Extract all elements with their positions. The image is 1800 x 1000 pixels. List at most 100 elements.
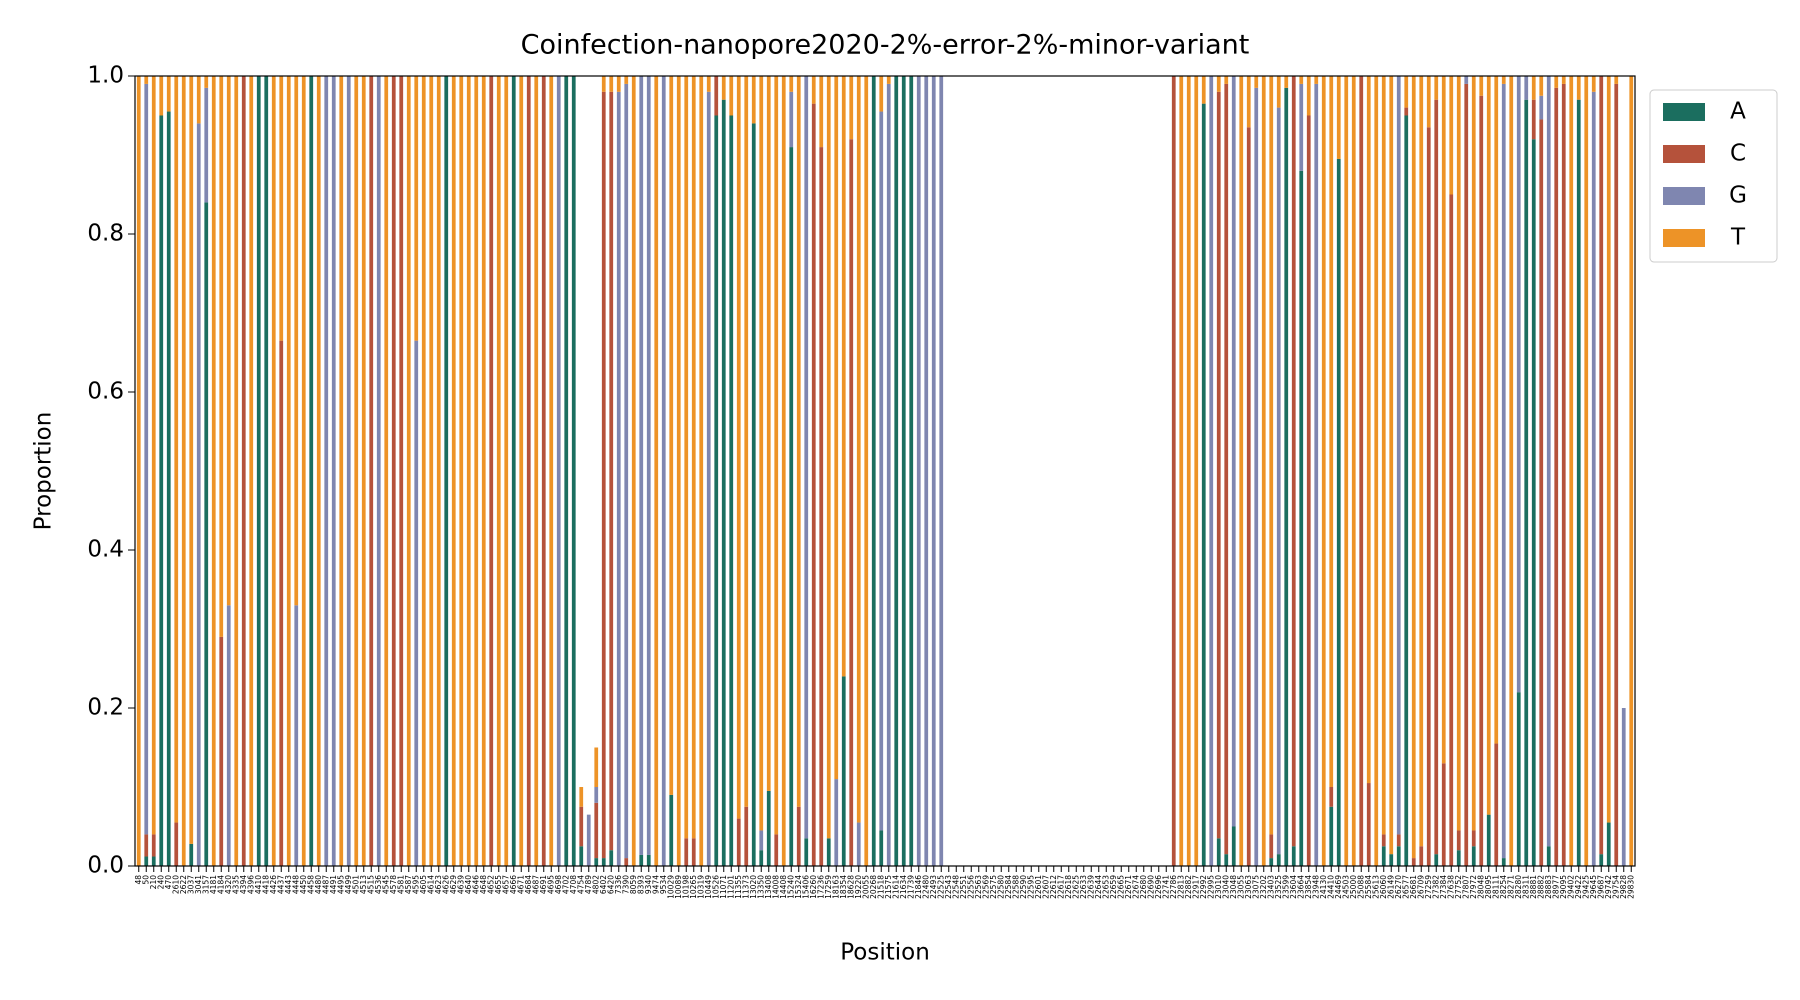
x-tick-label: 29645 — [1589, 875, 1598, 899]
x-tick-label: 4595 — [411, 875, 420, 894]
x-tick-label: 27382 — [1431, 875, 1440, 899]
x-tick-label: 23055 — [1236, 875, 1245, 899]
bar-segment — [631, 76, 636, 866]
x-tick-label: 4687 — [531, 875, 540, 894]
bar-segment — [1404, 107, 1409, 116]
x-tick-label: 28977 — [1551, 875, 1560, 899]
bar-segment — [1381, 76, 1386, 835]
x-tick-label: 28254 — [1499, 875, 1508, 899]
x-tick-label: 21575 — [884, 875, 893, 899]
x-tick-label: 26709 — [1416, 875, 1425, 899]
legend-box — [1649, 89, 1778, 263]
bar-segment — [189, 76, 194, 844]
bar-segment — [1284, 87, 1289, 867]
bar-segment — [721, 76, 726, 100]
bar-segment — [594, 858, 599, 866]
bar-segment — [1344, 76, 1349, 866]
bar-segment — [616, 91, 621, 867]
x-tick-label: 22580 — [996, 875, 1005, 899]
x-tick-label: 22617 — [1056, 875, 1065, 899]
bar-segment — [684, 838, 689, 866]
bar-segment — [1606, 822, 1611, 866]
x-tick-label: 4410 — [254, 875, 263, 894]
x-tick-label: 14008 — [771, 875, 780, 899]
bar-segment — [174, 76, 179, 823]
x-tick-label: 22548 — [951, 875, 960, 899]
bar-segment — [144, 834, 149, 857]
x-tick-label: 4418 — [261, 875, 270, 894]
y-tick-label: 0.6 — [87, 379, 124, 405]
x-tick-label: 11201 — [726, 875, 735, 899]
x-tick-label: 22525 — [936, 875, 945, 899]
x-tick-label: 28271 — [1506, 875, 1515, 899]
x-tick-label: 4648 — [479, 875, 488, 894]
bar-segment — [1591, 91, 1596, 867]
bar-segment — [324, 76, 329, 866]
bar-segment — [1239, 76, 1244, 866]
bar-segment — [1539, 76, 1544, 96]
bar-segment — [796, 76, 801, 807]
bar-segment — [1434, 99, 1439, 855]
bar-segment — [1276, 107, 1281, 855]
bar-segment — [1329, 806, 1334, 866]
x-tick-label: 4652 — [486, 875, 495, 894]
bar-segment — [1614, 83, 1619, 866]
x-tick-label: 4695 — [546, 875, 555, 894]
x-tick-label: 23010 — [1214, 875, 1223, 899]
bar-segment — [226, 76, 231, 606]
bar-segment — [624, 76, 629, 84]
bar-segment — [841, 676, 846, 866]
bar-segment — [579, 846, 584, 866]
bar-segment — [916, 76, 921, 866]
bar-segment — [1216, 76, 1221, 92]
bar-segment — [571, 76, 576, 866]
x-tick-label: 22665 — [1116, 875, 1125, 899]
bar-segment — [609, 91, 614, 851]
x-tick-label: 28881 — [1529, 875, 1538, 899]
bar-segment — [1554, 76, 1559, 88]
x-tick-label: 15324 — [794, 875, 803, 899]
x-tick-label: 240 — [156, 875, 165, 890]
x-tick-label: 4789 — [584, 875, 593, 894]
bar-segment — [909, 76, 914, 866]
bar-segment — [1471, 76, 1476, 831]
bar-segment — [864, 76, 869, 866]
x-tick-label: 22543 — [944, 875, 953, 899]
x-tick-label: 22569 — [981, 875, 990, 899]
bar-segment — [151, 834, 156, 857]
bar-segment — [339, 76, 344, 866]
x-tick-label: 29830 — [1626, 875, 1635, 899]
bar-segment — [1471, 830, 1476, 847]
x-tick-label: 13020 — [749, 875, 758, 899]
bar-segment — [601, 858, 606, 866]
bar-segment — [669, 76, 674, 795]
x-tick-label: 27384 — [1439, 875, 1448, 899]
bar-segment — [639, 76, 644, 855]
bar-segment — [594, 747, 599, 787]
bar-segment — [826, 76, 831, 839]
bar-segment — [624, 858, 629, 866]
x-tick-label: 4426 — [269, 875, 278, 894]
x-tick-label: 22680 — [1139, 875, 1148, 899]
x-tick-label: 23403 — [1266, 875, 1275, 899]
bar-segment — [1576, 76, 1581, 100]
x-tick-label: 26681 — [1409, 875, 1418, 899]
x-tick-label: 10029 — [666, 875, 675, 899]
x-tick-label: 29422 — [1574, 875, 1583, 899]
bar-segment — [1299, 76, 1304, 84]
bar-segment — [1531, 76, 1536, 100]
x-tick-label: 9474 — [651, 875, 660, 894]
bar-segment — [1224, 76, 1229, 84]
bar-segment — [1629, 76, 1634, 866]
bar-segment — [1494, 76, 1499, 744]
x-tick-label: 24410 — [1326, 875, 1335, 899]
x-tick-label: 27259 — [1424, 875, 1433, 899]
bar-segment — [886, 76, 891, 84]
bar-segment — [594, 787, 599, 803]
bar-segment — [1419, 846, 1424, 866]
bar-segment — [1494, 743, 1499, 866]
bar-segment — [1464, 76, 1469, 84]
bar-segment — [856, 76, 861, 823]
bar-segment — [1329, 787, 1334, 807]
bar-segment — [796, 806, 801, 866]
